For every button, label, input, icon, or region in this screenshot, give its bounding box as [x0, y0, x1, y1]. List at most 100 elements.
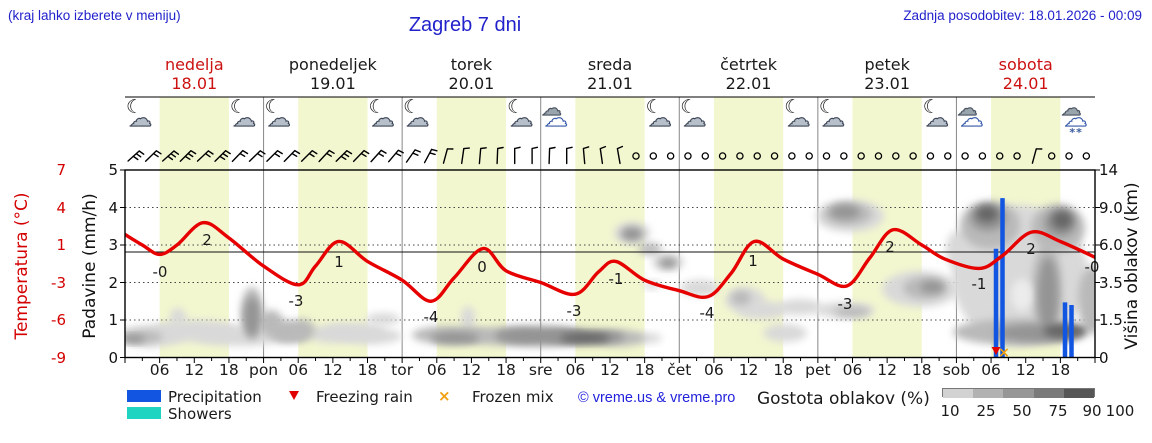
wind-row: [127, 145, 1091, 165]
temp-point-label: -3: [567, 302, 582, 320]
cloud-density-layer: [125, 200, 1095, 347]
frozen-mix-marker: ×: [998, 345, 1010, 361]
wind-calm-icon: [649, 152, 658, 160]
day-date: 22.01: [725, 74, 772, 93]
wind-barb-icon: [370, 149, 387, 163]
frozen-mix-icon: ×: [438, 387, 451, 405]
wind-barb-icon: [405, 149, 421, 163]
cloud-blob: [830, 205, 860, 219]
wind-calm-icon: [822, 152, 831, 160]
freezing-rain-marker: [991, 347, 1001, 355]
wind-barb-icon: [599, 145, 607, 165]
cloud-scale-tick-label: 75: [1048, 402, 1068, 420]
cloud-blob: [834, 307, 870, 317]
day-name: ponedeljek: [288, 55, 377, 74]
moon-cloud-icon: ☾ ☁: [680, 96, 707, 132]
cloud-blob: [289, 319, 315, 341]
wind-barb-icon: [127, 150, 145, 162]
x-hour-label: 12: [461, 361, 482, 379]
showers-legend-swatch: [127, 407, 161, 419]
cloud-density-scale-bar: [942, 388, 1095, 398]
wind-barb-icon: [231, 149, 249, 163]
x-day-abbr-label: tor: [391, 361, 414, 379]
wind-calm-icon: [1047, 152, 1056, 160]
moon-cloud-icon: ☾ ☁: [818, 96, 846, 132]
x-day-abbr-label: pet: [805, 361, 831, 379]
moon-cloud-icon: ☾ ☁: [403, 96, 430, 132]
temp-point-label: 1: [748, 252, 758, 270]
wind-barb-icon: [423, 148, 438, 164]
wind-calm-icon: [1082, 152, 1091, 160]
x-hour-label: 12: [877, 361, 898, 379]
cloud-height-tick-label: 14: [1099, 161, 1119, 179]
wind-calm-icon: [684, 152, 692, 160]
x-hour-label: 06: [288, 361, 309, 379]
wind-barb-icon: [300, 150, 318, 162]
cloud-scale-tick-label: 100: [1105, 402, 1135, 420]
cloud-height-tick-label: 1.5: [1099, 311, 1123, 329]
wind-calm-icon: [666, 152, 675, 160]
temperature-curve: [125, 221, 1095, 303]
cloud-blob: [1011, 279, 1033, 311]
temp-point-label: -3: [838, 295, 853, 313]
wind-barb-icon: [531, 146, 539, 165]
day-date: 19.01: [309, 74, 356, 93]
day-name: petek: [864, 55, 910, 74]
wind-barb-icon: [616, 145, 624, 165]
wind-calm-icon: [892, 152, 900, 160]
cloud-scale-tick-label: 90: [1082, 402, 1102, 420]
freezing-rain-legend-label: Freezing rain: [316, 388, 413, 406]
day-name: sobota: [998, 55, 1053, 74]
x-hour-label: 06: [565, 361, 586, 379]
x-hour-label: 06: [981, 361, 1001, 379]
wind-barb-icon: [442, 148, 454, 164]
overcast-clouds-icon: ☁☁: [541, 96, 568, 132]
temp-point-label: 0: [477, 258, 487, 276]
wind-calm-icon: [736, 152, 744, 160]
wind-barb-icon: [162, 150, 180, 162]
temp-point-label: -1: [972, 275, 987, 293]
temp-point-label: -4: [424, 308, 439, 326]
temp-point-label: 1: [334, 253, 344, 271]
cloud-scale-segment: [973, 389, 1004, 398]
wind-calm-icon: [961, 152, 969, 160]
menu-hint: (kraj lahko izberete v meniju): [8, 8, 181, 23]
day-date: 18.01: [171, 74, 218, 93]
day-date: 20.01: [448, 74, 495, 93]
wind-calm-icon: [1065, 152, 1073, 160]
frozen-mix-legend-label: Frozen mix: [472, 388, 554, 406]
cloud-blob: [778, 299, 822, 315]
cloud-blob: [366, 313, 400, 325]
x-hour-label: 18: [357, 361, 378, 379]
moon-cloud-icon: ☾ ☁: [784, 96, 811, 132]
temp-point-label: 2: [1026, 240, 1036, 258]
cloud-scale-tick-label: 50: [1012, 402, 1032, 420]
day-name: torek: [450, 55, 493, 74]
temp-tick-label: 1: [56, 236, 66, 254]
x-hour-label: 06: [704, 361, 724, 379]
wind-barb-icon: [1031, 148, 1043, 164]
temp-point-label: -1: [609, 270, 624, 288]
overcast-clouds-icon: ☁☁: [957, 96, 984, 132]
cloud-blob: [638, 243, 662, 255]
x-day-abbr-label: sob: [942, 361, 971, 379]
cloud-scale-tick-label: 25: [976, 402, 996, 420]
x-day-abbr-label: pon: [248, 361, 279, 379]
wind-barb-icon: [335, 150, 353, 162]
precip-tick-label: 4: [108, 198, 118, 217]
copyright-link[interactable]: © vreme.us & vreme.pro: [578, 390, 736, 406]
x-hour-label: 18: [773, 361, 794, 379]
cloud-blob: [342, 328, 402, 344]
cloud-height-tick-label: 3.5: [1099, 273, 1123, 292]
x-hour-label: 18: [1050, 361, 1071, 379]
cloud-blob: [1078, 266, 1095, 334]
precip-tick-label: 5: [108, 161, 118, 179]
temp-point-label: -4: [700, 304, 715, 322]
cloud-scale-tick-label: 10: [940, 402, 960, 420]
precipitation-legend-label: Precipitation: [168, 388, 262, 406]
wind-barb-icon: [478, 147, 487, 165]
precipitation-legend-swatch: [127, 390, 161, 402]
cloud-scale-segment: [1063, 389, 1094, 398]
cloud-blob: [244, 297, 260, 337]
